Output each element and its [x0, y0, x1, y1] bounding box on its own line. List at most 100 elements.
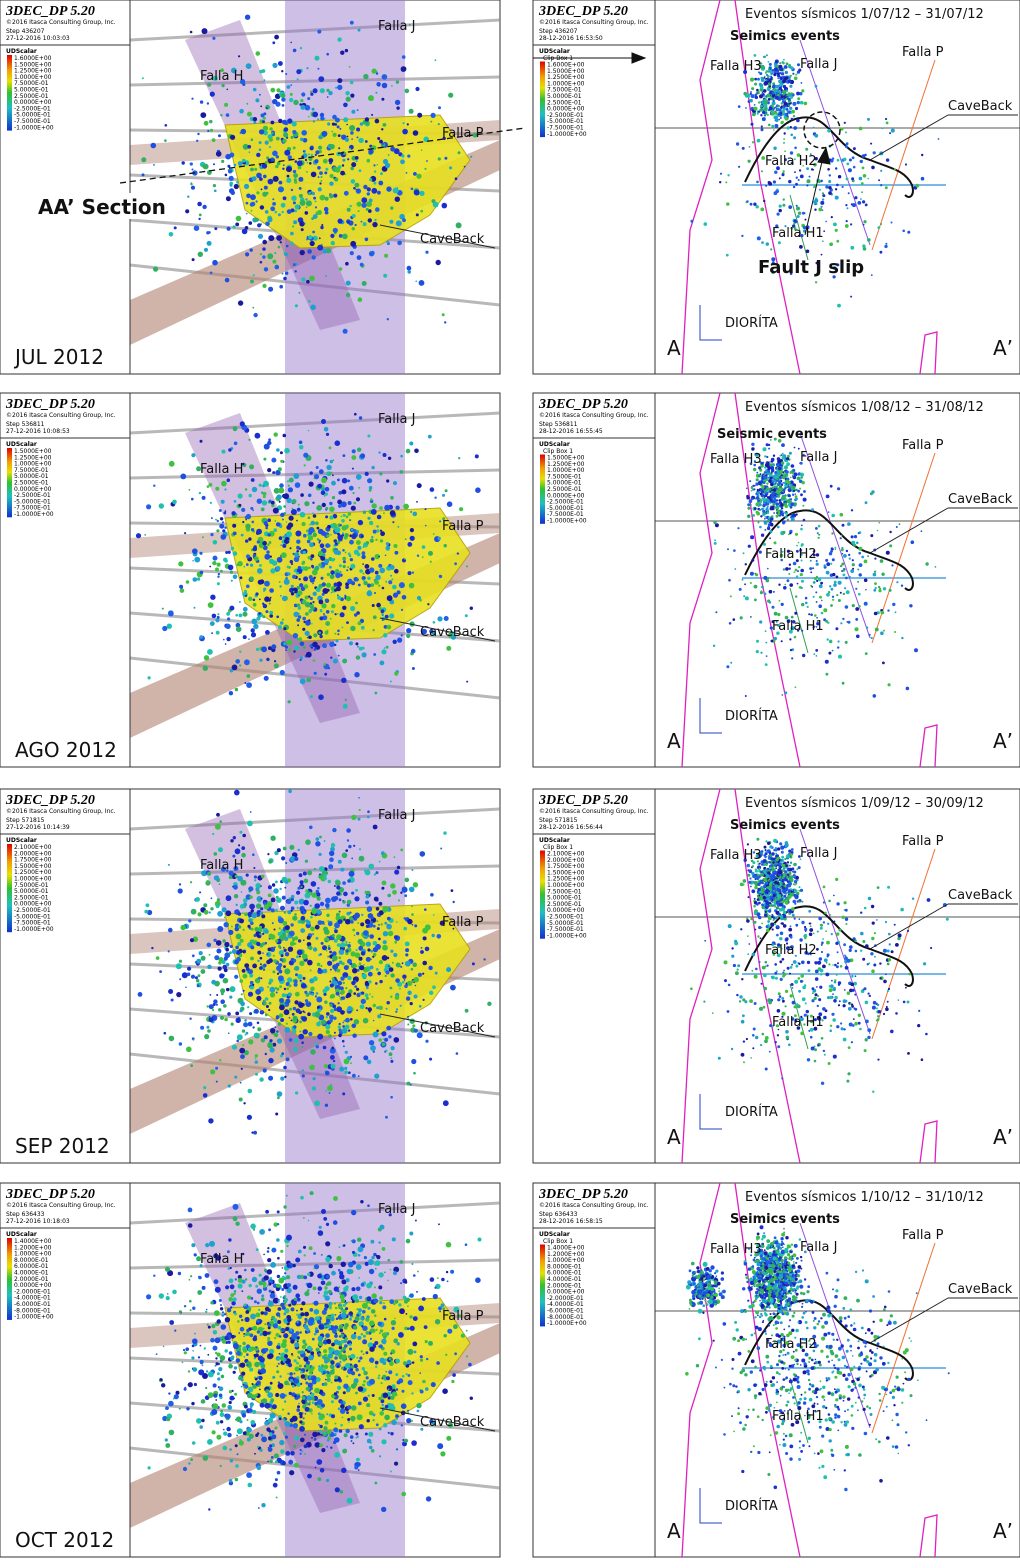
event-dot: [219, 973, 224, 978]
event-dot: [761, 534, 764, 537]
event-dot: [262, 541, 267, 546]
event-dot: [756, 478, 759, 481]
event-dot: [354, 965, 357, 968]
event-dot: [762, 504, 765, 507]
event-dot: [394, 544, 398, 548]
event-dot: [283, 277, 287, 281]
event-dot: [795, 595, 797, 597]
event-dot: [819, 189, 821, 191]
event-dot: [831, 514, 835, 518]
event-dot: [331, 994, 336, 999]
event-dot: [308, 235, 312, 239]
event-dot: [326, 465, 331, 470]
event-dot: [332, 1005, 336, 1009]
event-dot: [220, 570, 223, 573]
event-dot: [371, 557, 375, 561]
event-dot: [429, 991, 433, 995]
event-dot: [346, 124, 348, 126]
event-dot: [419, 191, 424, 196]
event-dot: [211, 980, 216, 985]
event-dot: [242, 1044, 244, 1046]
event-dot: [341, 519, 345, 523]
event-dot: [354, 913, 360, 919]
event-dot: [361, 914, 363, 916]
event-dot: [289, 1038, 293, 1042]
event-dot: [740, 616, 743, 619]
event-dot: [325, 459, 328, 462]
event-dot: [885, 118, 887, 120]
event-dot: [250, 945, 254, 949]
event-dot: [226, 113, 230, 117]
event-dot: [348, 845, 351, 848]
event-dot: [886, 551, 890, 555]
event-dot: [325, 631, 329, 635]
event-dot: [267, 441, 271, 445]
event-dot: [317, 245, 323, 251]
event-dot: [326, 610, 330, 614]
event-dot: [456, 1052, 459, 1055]
event-dot: [376, 82, 380, 86]
step: Step 536811: [6, 421, 45, 428]
event-dot: [282, 993, 286, 997]
event-dot: [203, 903, 207, 907]
event-dot: [863, 224, 865, 226]
event-dot: [782, 515, 784, 517]
event-dot: [838, 581, 842, 585]
event-dot: [465, 614, 468, 617]
event-dot: [332, 123, 335, 126]
event-dot: [862, 244, 865, 247]
step: Step 536811: [539, 421, 578, 428]
event-dot: [335, 573, 341, 579]
event-dot: [290, 242, 293, 245]
event-dot: [773, 129, 775, 131]
event-dot: [341, 678, 346, 683]
event-dot: [266, 107, 268, 109]
event-dot: [323, 663, 326, 666]
event-dot: [312, 583, 314, 585]
event-dot: [781, 461, 784, 464]
event-dot: [325, 543, 330, 548]
event-dot: [309, 575, 313, 579]
event-dot: [332, 977, 335, 980]
event-dot: [325, 168, 328, 171]
fault-label: Falla H1: [772, 226, 824, 241]
event-dot: [804, 102, 808, 106]
event-dot: [401, 154, 404, 157]
event-dot: [394, 672, 398, 676]
event-dot: [838, 599, 841, 602]
event-dot: [317, 1008, 321, 1012]
event-dot: [873, 573, 877, 577]
event-dot: [306, 919, 309, 922]
event-dot: [713, 645, 715, 647]
fault-label: Falla H: [200, 858, 243, 873]
event-dot: [300, 928, 305, 933]
event-dot: [318, 694, 324, 700]
event-dot: [344, 191, 349, 196]
event-dot: [376, 72, 378, 74]
event-dot: [390, 987, 393, 990]
event-dot: [389, 220, 393, 224]
event-dot: [270, 597, 272, 599]
event-dot: [862, 167, 865, 170]
event-dot: [290, 560, 293, 563]
event-dot: [809, 176, 811, 178]
event-dot: [774, 111, 778, 115]
event-dot: [324, 171, 327, 174]
event-dot: [192, 560, 194, 562]
event-dot: [860, 160, 863, 163]
event-dot: [243, 903, 247, 907]
event-dot: [307, 97, 310, 100]
event-dot: [213, 540, 218, 545]
event-dot: [354, 413, 357, 416]
event-dot: [386, 546, 390, 550]
event-dot: [250, 248, 253, 251]
event-dot: [399, 582, 405, 588]
event-dot: [344, 533, 348, 537]
event-dot: [739, 588, 742, 591]
event-dot: [763, 56, 765, 58]
event-dot: [815, 649, 818, 652]
event-dot: [438, 123, 440, 125]
event-dot: [351, 179, 356, 184]
